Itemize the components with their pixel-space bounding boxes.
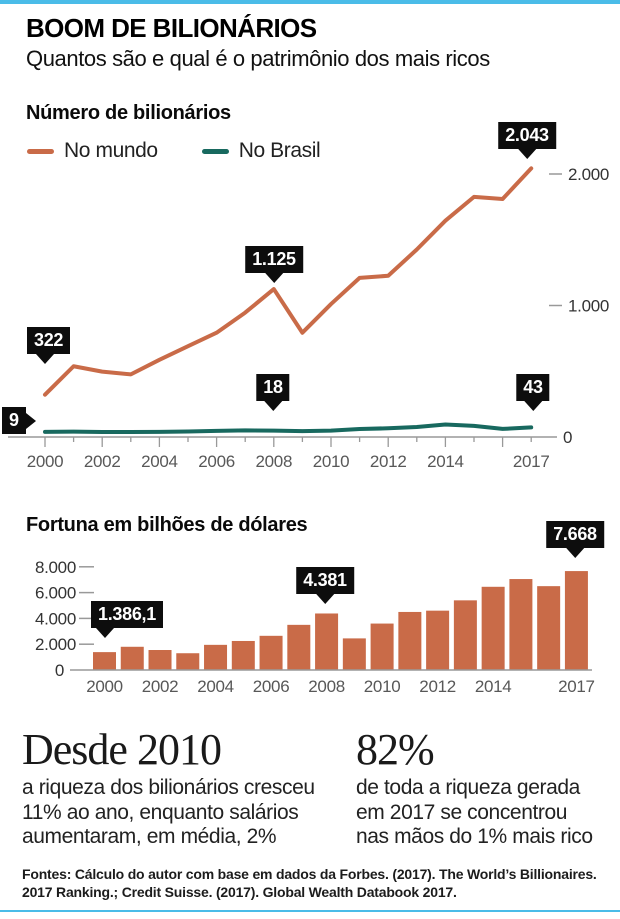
data-label-2.043: 2.043 <box>498 122 556 159</box>
data-label-1.386,1: 1.386,1 <box>91 601 163 638</box>
line-chart-svg: 2000 2002 2004 2006 2008 2010 2012 2014 2017 0 1.0… <box>8 165 609 471</box>
series-line-world <box>43 166 534 397</box>
x-tick-label: 2002 <box>142 677 179 696</box>
bar-2009 <box>342 638 366 670</box>
data-label-18: 18 <box>256 374 290 411</box>
bar-2012 <box>426 610 450 670</box>
x-tick-label: 2017 <box>513 452 550 471</box>
highlight-headline: 82% <box>356 725 435 774</box>
legend-swatch-world-icon <box>27 148 54 154</box>
data-label-7.668: 7.668 <box>546 521 604 558</box>
y-tick-label: 4.000 <box>35 609 76 628</box>
x-tick-label: 2017 <box>558 677 595 696</box>
x-tick-label: 2012 <box>370 452 407 471</box>
pointer-down-icon <box>263 401 282 411</box>
pointer-down-icon <box>523 401 542 411</box>
bar-chart-svg: 0 2.000 4.000 6.000 8.000 2000 2002 2004 2006 200… <box>35 558 595 696</box>
x-tick-label: 2010 <box>313 452 350 471</box>
bar-2003 <box>176 653 200 670</box>
bar-2002 <box>148 650 172 670</box>
bar-2001 <box>120 646 144 670</box>
data-label-text: 4.381 <box>296 567 354 594</box>
x-tick-label: 2014 <box>475 677 512 696</box>
highlight-headline: Desde 2010 <box>22 725 222 774</box>
data-label-text: 9 <box>2 407 26 434</box>
data-label-text: 2.043 <box>498 122 556 149</box>
top-accent-bar <box>0 0 620 4</box>
x-tick-label: 2000 <box>86 677 123 696</box>
x-tick-label: 2008 <box>308 677 345 696</box>
data-label-1.125: 1.125 <box>245 246 303 283</box>
highlight-since-2010: Desde 2010 a riqueza dos bilionários cre… <box>22 728 344 850</box>
y-tick-label: 0 <box>55 661 64 680</box>
bar-2000 <box>93 652 116 670</box>
x-tick-label: 2010 <box>364 677 401 696</box>
data-label-4.381: 4.381 <box>296 567 354 604</box>
highlight-body: de toda a riqueza gerada em 2017 se conc… <box>356 776 593 848</box>
line-chart-title: Número de bilionários <box>26 102 231 124</box>
legend-label-world: No mundo <box>64 139 158 162</box>
legend-label-brazil: No Brasil <box>238 139 321 162</box>
x-tick-label: 2014 <box>427 452 464 471</box>
bar-2006 <box>259 635 283 670</box>
bar-2005 <box>231 640 255 670</box>
pointer-down-icon <box>96 628 114 638</box>
pointer-down-icon <box>36 354 54 364</box>
x-tick-label: 2006 <box>198 452 235 471</box>
page-title: BOOM DE BILIONÁRIOS <box>26 13 317 43</box>
pointer-down-icon <box>517 149 536 159</box>
x-tick-label: 2008 <box>255 452 292 471</box>
x-tick-label: 2012 <box>419 677 456 696</box>
bar-2007 <box>287 624 311 670</box>
bar-2004 <box>204 644 228 670</box>
bar-chart-title: Fortuna em bilhões de dólares <box>26 514 308 536</box>
data-label-43: 43 <box>516 374 550 411</box>
bar-2010 <box>370 623 394 670</box>
legend-swatch-brazil-icon <box>201 148 229 154</box>
bar-2015 <box>509 579 533 670</box>
y-tick-label: 2.000 <box>35 635 76 654</box>
y-tick-label: 1.000 <box>568 297 609 316</box>
y-tick-label: 6.000 <box>35 584 76 603</box>
x-tick-label: 2002 <box>84 452 121 471</box>
bar-2008 <box>315 613 339 670</box>
pointer-down-icon <box>315 594 334 604</box>
data-label-322: 322 <box>27 327 71 364</box>
page-subtitle: Quantos são e qual é o patrimônio dos ma… <box>26 46 490 71</box>
y-tick-label: 8.000 <box>35 558 76 577</box>
data-label-text: 43 <box>516 374 550 401</box>
pointer-down-icon <box>565 548 584 558</box>
data-label-text: 7.668 <box>546 521 604 548</box>
line-chart-legend: No mundo No Brasil <box>27 139 354 163</box>
pointer-right-icon <box>25 412 36 429</box>
data-label-text: 1.125 <box>245 246 303 273</box>
bar-chart: 0 2.000 4.000 6.000 8.000 2000 2002 2004 2006 200… <box>0 500 620 710</box>
x-tick-label: 2006 <box>253 677 290 696</box>
data-label-text: 322 <box>27 327 71 354</box>
y-tick-label: 2.000 <box>568 165 609 184</box>
bar-2011 <box>398 611 422 670</box>
pointer-down-icon <box>264 273 283 283</box>
x-tick-label: 2004 <box>197 677 234 696</box>
data-label-9: 9 <box>2 407 36 434</box>
bar-2017 <box>564 571 588 670</box>
data-label-text: 1.386,1 <box>91 601 163 628</box>
bottom-accent-rule <box>0 910 620 912</box>
x-tick-label: 2000 <box>27 452 64 471</box>
bar-2014 <box>481 586 505 670</box>
bar-2013 <box>453 600 477 670</box>
y-tick-label: 0 <box>563 428 572 447</box>
bar-2016 <box>537 586 561 670</box>
line-chart: 2000 2002 2004 2006 2008 2010 2012 2014 2017 0 1.0… <box>0 115 620 477</box>
highlight-body: a riqueza dos bilionários cresceu 11% ao… <box>22 776 315 848</box>
x-tick-label: 2004 <box>141 452 178 471</box>
data-label-text: 18 <box>256 374 290 401</box>
series-line-brazil <box>43 422 534 434</box>
highlight-82-percent: 82% de toda a riqueza gerada em 2017 se … <box>356 728 606 850</box>
sources-note: Fontes: Cálculo do autor com base em dad… <box>22 866 597 900</box>
